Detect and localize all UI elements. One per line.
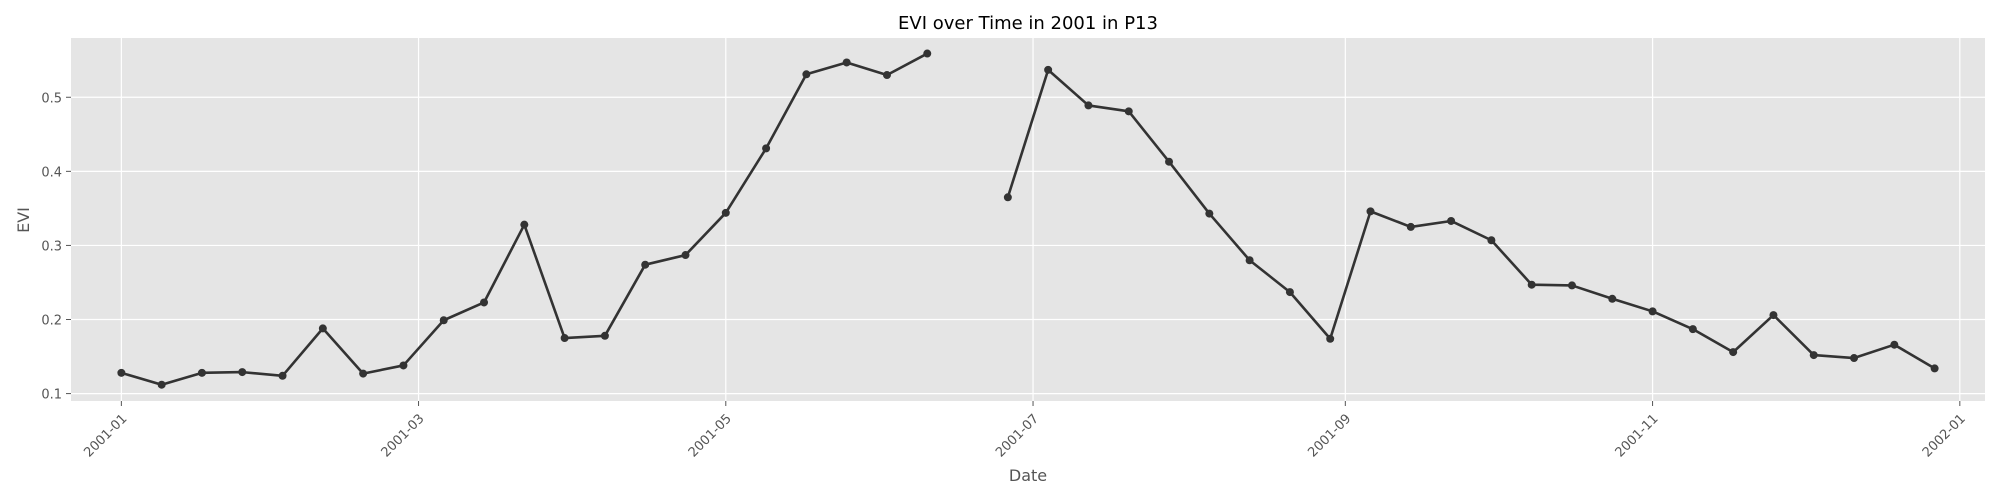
y-axis-ticks: 0.1 0.2 0.3 0.4 0.5 bbox=[41, 91, 71, 403]
data-point bbox=[1124, 107, 1133, 116]
data-point bbox=[399, 361, 408, 370]
data-point bbox=[1608, 294, 1617, 303]
data-point bbox=[1366, 207, 1375, 216]
data-point bbox=[1930, 364, 1939, 373]
series-line-segment bbox=[1006, 68, 1936, 370]
data-point bbox=[318, 324, 327, 333]
x-tick-label: 2001-11 bbox=[1613, 411, 1662, 460]
data-point bbox=[1084, 101, 1093, 110]
data-point bbox=[1729, 348, 1738, 357]
y-tick-label: 0.1 bbox=[41, 388, 62, 403]
data-point bbox=[600, 331, 609, 340]
data-point bbox=[641, 260, 650, 269]
data-point bbox=[681, 251, 690, 260]
y-axis-label: EVI bbox=[14, 207, 33, 233]
data-point bbox=[721, 208, 730, 217]
data-point bbox=[1245, 256, 1254, 265]
data-point bbox=[1003, 193, 1012, 202]
data-point bbox=[802, 70, 811, 79]
data-point bbox=[560, 334, 569, 343]
y-tick-label: 0.3 bbox=[41, 239, 62, 254]
data-point bbox=[842, 58, 851, 67]
data-point bbox=[1850, 354, 1859, 363]
x-tick-label: 2001-09 bbox=[1305, 411, 1354, 460]
data-point bbox=[1165, 157, 1174, 166]
x-tick-label: 2002-01 bbox=[1920, 411, 1969, 460]
data-point bbox=[238, 368, 247, 377]
data-point bbox=[1285, 288, 1294, 297]
data-point bbox=[359, 369, 368, 378]
x-tick-label: 2001-07 bbox=[993, 411, 1042, 460]
data-point bbox=[520, 220, 529, 229]
x-axis-ticks: 2001-01 2001-03 2001-05 2001-07 2001-09 2001-… bbox=[81, 401, 1969, 460]
data-point bbox=[762, 144, 771, 153]
y-gridlines bbox=[71, 96, 1985, 395]
x-tick-label: 2001-05 bbox=[686, 411, 735, 460]
x-tick-label: 2001-01 bbox=[81, 411, 130, 460]
data-point bbox=[1487, 236, 1496, 245]
x-tick-label: 2001-03 bbox=[379, 411, 428, 460]
data-point bbox=[1447, 216, 1456, 225]
data-point bbox=[1890, 340, 1899, 349]
data-point bbox=[480, 298, 489, 307]
x-gridlines bbox=[120, 38, 1961, 401]
x-axis-label: Date bbox=[1009, 466, 1047, 485]
data-point bbox=[1769, 311, 1778, 320]
data-point bbox=[197, 368, 206, 377]
data-point bbox=[1648, 307, 1657, 316]
data-point bbox=[1567, 281, 1576, 290]
evi-points bbox=[117, 49, 1939, 389]
data-point bbox=[1809, 351, 1818, 360]
data-point bbox=[882, 71, 891, 80]
y-tick-label: 0.4 bbox=[41, 165, 62, 180]
data-point bbox=[1688, 325, 1697, 334]
data-point bbox=[439, 316, 448, 325]
data-point bbox=[1205, 209, 1214, 218]
data-point bbox=[1326, 334, 1335, 343]
plot-area bbox=[71, 38, 1985, 401]
data-point bbox=[923, 49, 932, 58]
data-point bbox=[1044, 65, 1053, 74]
data-point bbox=[1406, 222, 1415, 231]
data-point bbox=[157, 380, 166, 389]
data-point bbox=[278, 371, 287, 380]
y-tick-label: 0.2 bbox=[41, 314, 62, 329]
y-tick-label: 0.5 bbox=[41, 91, 62, 106]
data-point bbox=[1527, 280, 1536, 289]
chart-title: EVI over Time in 2001 in P13 bbox=[898, 13, 1158, 34]
data-point bbox=[117, 368, 126, 377]
